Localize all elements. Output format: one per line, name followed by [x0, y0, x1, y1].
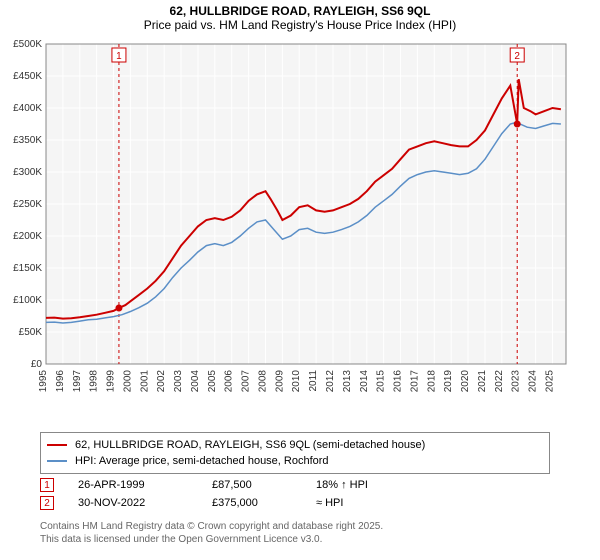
- svg-text:2013: 2013: [342, 370, 353, 393]
- marker-price: £87,500: [212, 479, 292, 491]
- svg-text:2010: 2010: [291, 370, 302, 393]
- figure: 62, HULLBRIDGE ROAD, RAYLEIGH, SS6 9QL P…: [0, 0, 600, 560]
- footer-line1: Contains HM Land Registry data © Crown c…: [40, 520, 383, 533]
- svg-text:£450K: £450K: [13, 71, 42, 82]
- svg-text:2005: 2005: [207, 370, 218, 393]
- svg-text:2022: 2022: [494, 370, 505, 393]
- svg-text:£100K: £100K: [13, 295, 42, 306]
- svg-text:2011: 2011: [308, 370, 319, 392]
- svg-text:£0: £0: [31, 359, 43, 370]
- marker-badge: 2: [40, 496, 54, 510]
- svg-text:£50K: £50K: [19, 327, 43, 338]
- marker-date: 26-APR-1999: [78, 479, 188, 491]
- svg-text:2008: 2008: [257, 370, 268, 393]
- svg-text:1998: 1998: [89, 370, 100, 393]
- svg-text:2000: 2000: [122, 370, 133, 393]
- svg-text:2025: 2025: [544, 370, 555, 393]
- svg-text:1999: 1999: [106, 370, 117, 393]
- svg-text:1: 1: [116, 51, 122, 62]
- svg-text:2006: 2006: [224, 370, 235, 393]
- legend-swatch: [47, 460, 67, 462]
- svg-text:2015: 2015: [376, 370, 387, 393]
- svg-text:£250K: £250K: [13, 199, 42, 210]
- legend-label: 62, HULLBRIDGE ROAD, RAYLEIGH, SS6 9QL (…: [75, 439, 425, 451]
- svg-text:2023: 2023: [511, 370, 522, 393]
- marker-row: 1 26-APR-1999 £87,500 18% ↑ HPI: [40, 476, 368, 494]
- footer-note: Contains HM Land Registry data © Crown c…: [40, 520, 383, 546]
- marker-note: ≈ HPI: [316, 497, 343, 509]
- legend-row: 62, HULLBRIDGE ROAD, RAYLEIGH, SS6 9QL (…: [47, 437, 543, 453]
- title-line1: 62, HULLBRIDGE ROAD, RAYLEIGH, SS6 9QL: [0, 4, 600, 18]
- svg-text:2: 2: [514, 51, 520, 62]
- svg-text:£500K: £500K: [13, 39, 42, 50]
- svg-text:1996: 1996: [55, 370, 66, 393]
- svg-text:2004: 2004: [190, 370, 201, 393]
- svg-text:£400K: £400K: [13, 103, 42, 114]
- svg-text:£300K: £300K: [13, 167, 42, 178]
- svg-text:1995: 1995: [38, 370, 49, 393]
- svg-text:2014: 2014: [359, 370, 370, 393]
- svg-text:2017: 2017: [409, 370, 420, 393]
- svg-text:£350K: £350K: [13, 135, 42, 146]
- svg-text:£200K: £200K: [13, 231, 42, 242]
- marker-badge: 1: [40, 478, 54, 492]
- legend-label: HPI: Average price, semi-detached house,…: [75, 455, 329, 467]
- marker-note: 18% ↑ HPI: [316, 479, 368, 491]
- marker-row: 2 30-NOV-2022 £375,000 ≈ HPI: [40, 494, 368, 512]
- footer-line2: This data is licensed under the Open Gov…: [40, 533, 383, 546]
- legend: 62, HULLBRIDGE ROAD, RAYLEIGH, SS6 9QL (…: [40, 432, 550, 474]
- marker-price: £375,000: [212, 497, 292, 509]
- legend-row: HPI: Average price, semi-detached house,…: [47, 453, 543, 469]
- svg-text:2007: 2007: [241, 370, 252, 393]
- svg-text:2024: 2024: [528, 370, 539, 393]
- marker-date: 30-NOV-2022: [78, 497, 188, 509]
- marker-table: 1 26-APR-1999 £87,500 18% ↑ HPI 2 30-NOV-2022…: [40, 476, 368, 512]
- svg-text:2016: 2016: [393, 370, 404, 393]
- svg-text:2020: 2020: [460, 370, 471, 393]
- svg-text:2009: 2009: [274, 370, 285, 393]
- chart-svg: £0 £50K £100K £150K £200K £250K £300K £350K £400…: [0, 34, 600, 424]
- svg-text:1997: 1997: [72, 370, 83, 393]
- svg-text:£150K: £150K: [13, 263, 42, 274]
- svg-text:2002: 2002: [156, 370, 167, 393]
- chart-area: £0 £50K £100K £150K £200K £250K £300K £350K £400…: [0, 34, 600, 424]
- svg-text:2012: 2012: [325, 370, 336, 393]
- legend-swatch: [47, 444, 67, 446]
- svg-text:2019: 2019: [443, 370, 454, 393]
- title-block: 62, HULLBRIDGE ROAD, RAYLEIGH, SS6 9QL P…: [0, 0, 600, 34]
- svg-text:2001: 2001: [139, 370, 150, 393]
- svg-text:2003: 2003: [173, 370, 184, 393]
- svg-text:2021: 2021: [477, 370, 488, 393]
- title-line2: Price paid vs. HM Land Registry's House …: [0, 18, 600, 32]
- svg-text:2018: 2018: [426, 370, 437, 393]
